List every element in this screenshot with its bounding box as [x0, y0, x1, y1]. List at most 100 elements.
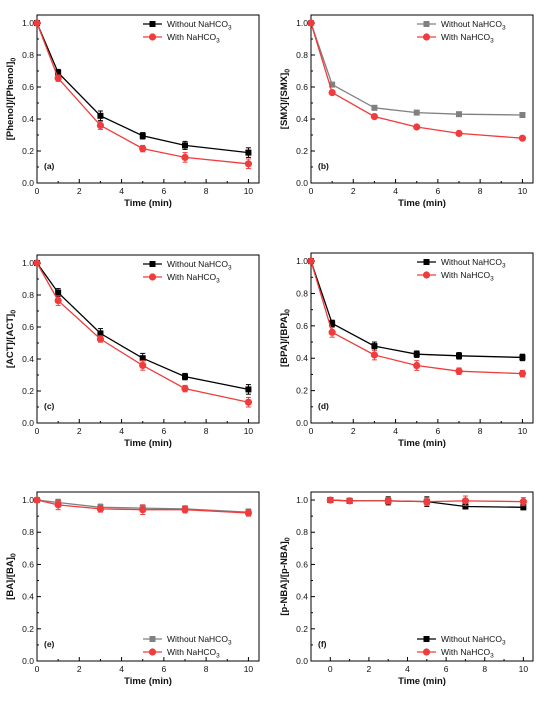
- legend-label: With NaHCO3: [167, 32, 220, 45]
- y-tick-label: 0.6: [22, 559, 34, 569]
- series-with-nahco3: [307, 257, 527, 378]
- data-point: [139, 361, 147, 369]
- data-point: [139, 506, 147, 514]
- legend-label-subscript: 3: [502, 640, 506, 647]
- data-point: [54, 74, 62, 82]
- x-tick-label: 2: [77, 186, 82, 196]
- y-tick-label: 1.0: [22, 495, 34, 505]
- x-tick-label: 0: [309, 426, 314, 436]
- x-tick-label: 4: [405, 664, 410, 674]
- data-point: [181, 153, 189, 161]
- x-axis-title: Time (min): [124, 676, 172, 687]
- legend-label: Without NaHCO3: [441, 19, 506, 32]
- x-tick-label: 0: [328, 664, 333, 674]
- y-axis-title: [ACT]/[ACT]0: [5, 310, 18, 368]
- x-tick-label: 2: [351, 426, 356, 436]
- x-tick-label: 0: [35, 186, 40, 196]
- y-tick-label: 0.0: [22, 656, 34, 666]
- legend-label-text: Without NaHCO: [167, 259, 228, 269]
- x-tick-label: 8: [204, 186, 209, 196]
- legend-marker: [149, 21, 156, 27]
- y-axis-title-text: [Phenol]/[Phenol]: [5, 62, 16, 141]
- y-axis-title-subscript: 0: [285, 69, 292, 73]
- x-axis-title: Time (min): [398, 438, 446, 449]
- x-tick-label: 0: [309, 186, 314, 196]
- y-axis-title-subscript: 0: [11, 310, 18, 314]
- legend-label-subscript: 3: [228, 25, 232, 32]
- data-point: [519, 112, 526, 118]
- data-point: [462, 503, 469, 510]
- legend: Without NaHCO3 With NaHCO3: [143, 259, 232, 285]
- data-point: [371, 343, 378, 350]
- y-tick-label: 1.0: [296, 256, 308, 266]
- legend-label-subscript: 3: [228, 640, 232, 647]
- series-line: [36, 22, 249, 154]
- y-tick-label: 0.4: [22, 114, 34, 124]
- y-axis-title-subscript: 0: [285, 309, 292, 313]
- x-tick-label: 4: [119, 186, 124, 196]
- x-tick-label: 4: [119, 426, 124, 436]
- data-point: [423, 498, 431, 506]
- plot-frame: [310, 491, 534, 662]
- legend-label-subscript: 3: [228, 265, 232, 272]
- panel-label: (c): [44, 401, 55, 411]
- panel-label: (f): [318, 639, 327, 649]
- legend-label-text: Without NaHCO: [441, 634, 502, 644]
- data-point: [413, 351, 420, 358]
- x-tick-label: 4: [393, 186, 398, 196]
- y-axis-title: [BA]/[BA]0: [5, 553, 18, 600]
- y-axis-title-subscript: 0: [11, 58, 18, 62]
- y-axis-title-text: [BA]/[BA]: [5, 557, 16, 600]
- series-with-nahco3: [326, 495, 527, 507]
- data-point: [97, 330, 104, 337]
- y-axis-title-text: [p-NBA]/[p-NBA]: [279, 541, 290, 615]
- x-tick-label: 10: [518, 426, 528, 436]
- panel-label: (e): [44, 639, 55, 649]
- y-axis-title: [SMX]/[SMX]0: [279, 69, 292, 129]
- data-point: [33, 19, 41, 27]
- data-point: [384, 497, 392, 505]
- data-point: [139, 355, 146, 362]
- data-point: [328, 89, 336, 97]
- y-tick-label: 0.0: [22, 178, 34, 188]
- chart-panel-c: 0 2 4 6 8 10 0.0 0.2 0.4 0.6 0.8 1.0 Time (min) [ACT]…: [5, 254, 260, 449]
- panel-label: (d): [318, 401, 329, 411]
- x-tick-label: 10: [518, 186, 528, 196]
- x-axis-title: Time (min): [398, 198, 446, 209]
- y-tick-label: 0.2: [22, 146, 34, 156]
- y-tick-label: 0.2: [296, 146, 308, 156]
- x-tick-label: 8: [478, 426, 483, 436]
- chart-panel-f: 0 2 4 6 8 10 0.0 0.2 0.4 0.6 0.8 1.0 Time (min) [p-NB…: [279, 491, 534, 687]
- legend-label: With NaHCO3: [167, 272, 220, 285]
- x-axis-title: Time (min): [124, 198, 172, 209]
- plot-frame: [310, 252, 534, 424]
- chart-panel-e: 0 2 4 6 8 10 0.0 0.2 0.4 0.6 0.8 1.0 Time (min) [BA]/…: [5, 491, 260, 687]
- y-tick-label: 0.0: [296, 178, 308, 188]
- legend-label-text: With NaHCO: [441, 647, 491, 657]
- x-tick-label: 2: [351, 186, 356, 196]
- y-tick-label: 0.8: [296, 527, 308, 537]
- y-tick-label: 0.2: [22, 624, 34, 634]
- legend-label-subscript: 3: [502, 263, 506, 270]
- series-without-nahco3: [34, 260, 252, 395]
- series-line: [310, 22, 523, 139]
- x-tick-label: 2: [77, 426, 82, 436]
- series-line: [36, 262, 249, 403]
- series-line: [310, 22, 523, 116]
- y-tick-label: 0.2: [296, 624, 308, 634]
- y-axis-title-subscript: 0: [11, 553, 18, 557]
- x-axis-title: Time (min): [124, 438, 172, 449]
- data-point: [329, 81, 336, 88]
- legend-marker: [149, 261, 156, 267]
- legend-label-text: With NaHCO: [167, 32, 217, 42]
- x-tick-label: 4: [119, 664, 124, 674]
- legend-label: With NaHCO3: [441, 270, 494, 283]
- chart-panel-d: 0 2 4 6 8 10 0.0 0.2 0.4 0.6 0.8 1.0 Time (min) [BPA]…: [279, 252, 534, 449]
- data-point: [519, 498, 527, 506]
- y-tick-label: 0.0: [296, 656, 308, 666]
- legend-label-text: Without NaHCO: [167, 19, 228, 29]
